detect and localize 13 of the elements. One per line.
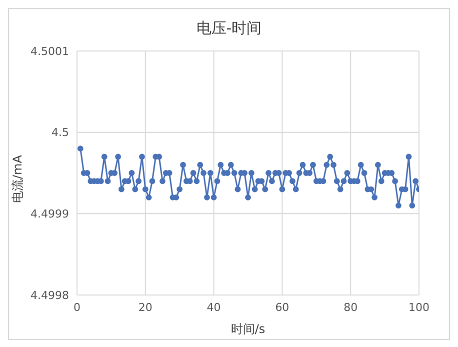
x-axis-title: 时间/s bbox=[230, 322, 266, 336]
x-tick-label: 0 bbox=[74, 300, 80, 314]
chart-title: 电压-时间 bbox=[195, 18, 263, 39]
x-tick-label: 100 bbox=[408, 300, 430, 314]
y-tick-label: 4.4998 bbox=[30, 288, 69, 302]
x-tick-label: 80 bbox=[344, 300, 358, 314]
y-tick-label: 4.5 bbox=[52, 126, 69, 140]
x-tick-label: 20 bbox=[138, 300, 152, 314]
y-tick-label: 4.5001 bbox=[30, 44, 69, 58]
x-tick-label: 40 bbox=[206, 300, 221, 314]
x-tick-label: 60 bbox=[275, 300, 290, 314]
y-tick-label: 4.4999 bbox=[30, 208, 69, 221]
y-axis-title: 电流/mA bbox=[10, 154, 24, 203]
